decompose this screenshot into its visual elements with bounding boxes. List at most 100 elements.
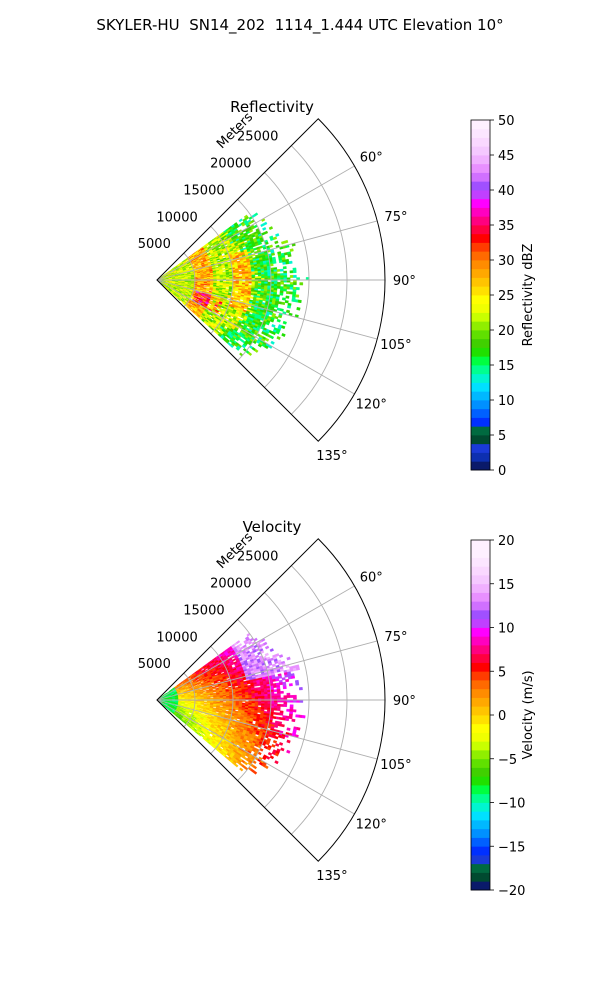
radar-cell xyxy=(263,707,268,710)
radar-cell xyxy=(273,695,278,699)
radar-cell xyxy=(299,282,304,286)
radar-cell xyxy=(291,718,296,723)
colorbar-swatch xyxy=(471,260,490,270)
range-tick-label: 5000 xyxy=(138,237,171,252)
radar-cell xyxy=(270,340,275,345)
colorbar-swatch xyxy=(471,312,490,322)
radar-cell xyxy=(184,702,189,704)
radar-cell xyxy=(278,716,283,721)
panel-title: Reflectivity xyxy=(230,98,314,116)
colorbar-label: Reflectivity dBZ xyxy=(521,244,536,347)
radar-cell xyxy=(253,683,258,687)
radar-cell xyxy=(273,701,278,705)
colorbar-swatch xyxy=(471,303,490,313)
colorbar-swatch xyxy=(471,120,490,130)
radar-cell xyxy=(280,704,284,707)
radar-cell xyxy=(292,267,297,271)
radar-cell xyxy=(283,284,288,288)
radar-cell xyxy=(264,281,268,285)
radar-cell xyxy=(224,711,229,715)
radar-cell xyxy=(251,696,256,699)
radar-cell xyxy=(272,236,278,241)
radar-cell xyxy=(295,714,300,718)
azimuth-tick-label: 90° xyxy=(393,274,416,289)
radar-cell xyxy=(235,708,239,711)
azimuth-tick-label: 60° xyxy=(360,150,383,165)
colorbar-swatch xyxy=(471,295,490,305)
radar-cell xyxy=(261,696,265,699)
radar-cell xyxy=(295,666,300,671)
radar-cell xyxy=(280,273,284,276)
radar-cell xyxy=(281,297,286,301)
azimuth-tick-label: 135° xyxy=(316,449,347,464)
colorbar-tick-label: 40 xyxy=(498,184,515,199)
radar-cell xyxy=(283,704,288,708)
radar-cell xyxy=(289,695,294,698)
radar-cell xyxy=(279,712,284,716)
radar-cell xyxy=(181,697,185,699)
radar-cell xyxy=(273,273,278,277)
colorbar-swatch xyxy=(471,391,490,401)
radar-cell xyxy=(288,683,293,687)
radar-cell xyxy=(275,233,280,237)
radar-cell xyxy=(283,288,287,292)
radar-cell xyxy=(285,309,291,314)
radar-cell xyxy=(269,335,275,340)
radar-cell xyxy=(281,677,286,681)
radar-cell xyxy=(274,735,279,740)
radar-cell xyxy=(287,253,292,258)
radar-cell xyxy=(257,276,262,279)
radar-cell xyxy=(273,275,278,279)
radar-cell xyxy=(279,308,284,312)
radar-cell xyxy=(264,273,268,277)
colorbar-swatch xyxy=(471,356,490,366)
radar-cell xyxy=(289,275,294,278)
radar-cell xyxy=(273,689,278,693)
radar-cell xyxy=(251,276,256,279)
radar-cell xyxy=(282,686,287,690)
range-tick-label: 20000 xyxy=(210,157,251,172)
radar-cell xyxy=(277,275,281,279)
colorbar-swatch xyxy=(471,461,490,471)
colorbar-swatch xyxy=(471,181,490,191)
radar-cell xyxy=(282,266,287,270)
colorbar-swatch xyxy=(471,408,490,418)
radar-cell xyxy=(228,289,233,293)
radar-cell xyxy=(277,281,281,285)
azimuth-tick-label: 105° xyxy=(380,338,411,353)
radar-cell xyxy=(280,747,285,752)
radar-cell xyxy=(289,291,294,295)
radar-cell xyxy=(253,212,259,217)
colorbar-swatch xyxy=(471,400,490,410)
radar-cell xyxy=(272,678,277,682)
colorbar-swatch xyxy=(471,373,490,383)
radar-cell xyxy=(270,252,275,256)
radar-cell xyxy=(285,717,290,722)
radar-cell xyxy=(190,697,195,699)
radar-cell xyxy=(275,653,280,657)
radar-cell xyxy=(286,291,290,295)
colorbar-swatch xyxy=(471,347,490,357)
radar-cell xyxy=(273,281,278,285)
radar-cell xyxy=(287,305,292,309)
radar-cell xyxy=(282,261,287,265)
radar-cell xyxy=(203,702,208,704)
radar-cell xyxy=(271,744,276,748)
radar-cell xyxy=(248,276,253,279)
colorbar-tick-label: 10 xyxy=(498,394,515,409)
radar-cell xyxy=(238,643,243,647)
radar-cell xyxy=(291,298,296,303)
colorbar-tick-label: 0 xyxy=(498,464,506,479)
colorbar-swatch xyxy=(471,251,490,261)
radar-cell xyxy=(280,690,284,694)
radar-cell xyxy=(264,693,268,697)
radar-cell xyxy=(273,693,278,697)
radar-cell xyxy=(287,676,292,680)
radar-cell xyxy=(272,260,277,264)
colorbar-swatch xyxy=(471,286,490,296)
radar-cell xyxy=(257,710,262,713)
radar-cell xyxy=(286,749,291,754)
radar-cell xyxy=(262,226,267,231)
radar-cell xyxy=(197,277,201,279)
